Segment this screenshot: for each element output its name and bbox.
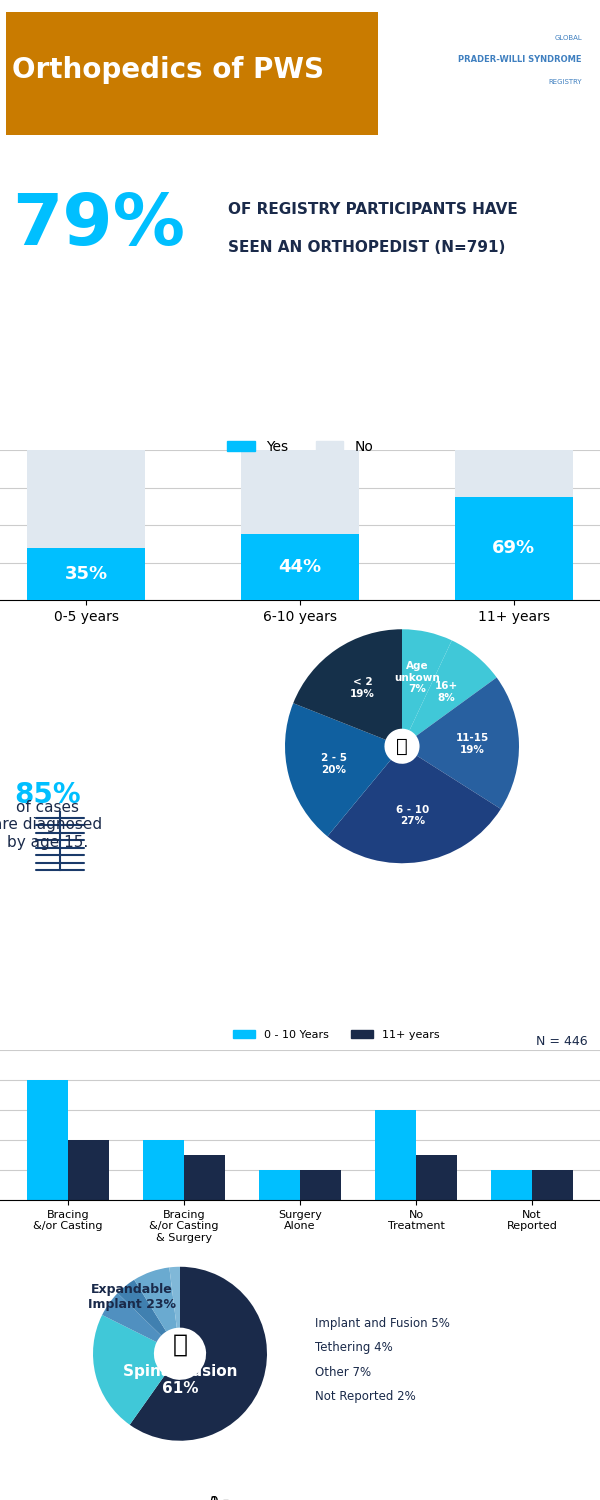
Text: 44%: 44%: [278, 558, 322, 576]
Text: Expandable
Implant 23%: Expandable Implant 23%: [88, 1282, 176, 1311]
Bar: [241, 450, 359, 600]
Legend: Yes, No: Yes, No: [221, 435, 379, 459]
Bar: [455, 496, 573, 600]
Bar: [143, 1140, 184, 1200]
Text: (for those with a curvature): (for those with a curvature): [312, 968, 523, 982]
Text: 🦴: 🦴: [396, 736, 408, 756]
Text: WWW.PWSREGISTRY.ORG: WWW.PWSREGISTRY.ORG: [30, 1470, 229, 1485]
Bar: [532, 1170, 573, 1200]
FancyBboxPatch shape: [6, 12, 378, 135]
Text: FEBRUARY 2022: FEBRUARY 2022: [444, 1470, 570, 1485]
Text: 69%: 69%: [493, 540, 535, 558]
Wedge shape: [293, 630, 402, 740]
Text: N = 446: N = 446: [536, 1035, 588, 1048]
Text: 85%: 85%: [14, 782, 82, 808]
Wedge shape: [416, 678, 519, 808]
Wedge shape: [118, 1280, 166, 1335]
Text: Other 7%: Other 7%: [315, 1365, 371, 1378]
Text: 🦴: 🦴: [173, 1334, 187, 1358]
Text: Tethering 4%: Tethering 4%: [315, 1341, 392, 1354]
Bar: [376, 1110, 416, 1200]
Text: < 2
19%: < 2 19%: [350, 678, 375, 699]
Text: REGISTRY: REGISTRY: [548, 80, 582, 86]
Wedge shape: [169, 1266, 180, 1328]
Text: Implant and Fusion 5%: Implant and Fusion 5%: [315, 1317, 450, 1330]
Bar: [27, 1080, 68, 1200]
Text: Age
unkown
7%: Age unkown 7%: [394, 662, 440, 694]
Text: Spinal Fusion
61%: Spinal Fusion 61%: [123, 1364, 237, 1396]
Text: N = 437: N = 437: [511, 1149, 563, 1162]
Text: Age at Diagnosis, In Years: Age at Diagnosis, In Years: [18, 666, 305, 684]
Text: Orthopedics of PWS: Orthopedics of PWS: [12, 57, 324, 84]
Wedge shape: [130, 1266, 267, 1440]
Wedge shape: [328, 756, 501, 862]
Text: 2 - 5
20%: 2 - 5 20%: [321, 753, 347, 774]
Text: Prevalence of Spinal Curvature By Age: Prevalence of Spinal Curvature By Age: [18, 366, 443, 384]
Bar: [416, 1155, 457, 1200]
Text: 79%: 79%: [12, 190, 185, 260]
Text: OF REGISTRY PARTICIPANTS HAVE: OF REGISTRY PARTICIPANTS HAVE: [228, 202, 518, 217]
Bar: [241, 534, 359, 600]
Text: GLOBAL: GLOBAL: [554, 34, 582, 40]
Wedge shape: [134, 1268, 177, 1332]
Wedge shape: [402, 630, 452, 730]
Bar: [300, 1170, 341, 1200]
Bar: [259, 1170, 300, 1200]
Bar: [184, 1155, 224, 1200]
Wedge shape: [102, 1293, 161, 1342]
Bar: [27, 548, 145, 600]
Text: Spinal Surgeries Used for Treatment: Spinal Surgeries Used for Treatment: [18, 1266, 419, 1284]
Wedge shape: [409, 640, 497, 736]
Text: 11-15
19%: 11-15 19%: [455, 734, 489, 754]
Wedge shape: [285, 704, 391, 837]
Text: 16+
8%: 16+ 8%: [435, 681, 458, 703]
Text: Treatment Approaches: Treatment Approaches: [18, 966, 268, 984]
Text: PRADER-WILLI SYNDROME: PRADER-WILLI SYNDROME: [458, 56, 582, 64]
Text: SEEN AN ORTHOPEDIST (N=791): SEEN AN ORTHOPEDIST (N=791): [228, 240, 505, 255]
Bar: [455, 450, 573, 600]
Bar: [491, 1170, 532, 1200]
Text: 35%: 35%: [65, 566, 107, 584]
Bar: [27, 450, 145, 600]
Bar: [68, 1140, 109, 1200]
Text: of cases
are diagnosed
by age 15.: of cases are diagnosed by age 15.: [0, 800, 103, 850]
Legend: 0 - 10 Years, 11+ years: 0 - 10 Years, 11+ years: [229, 1026, 445, 1044]
Text: Not Reported 2%: Not Reported 2%: [315, 1390, 416, 1402]
Text: 6 - 10
27%: 6 - 10 27%: [397, 806, 430, 826]
Wedge shape: [93, 1316, 165, 1425]
